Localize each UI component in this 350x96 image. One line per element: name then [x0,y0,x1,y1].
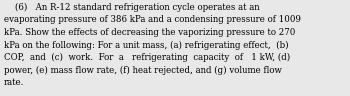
Text: rate.: rate. [4,78,25,87]
Text: kPa on the following: For a unit mass, (a) refrigerating effect,  (b): kPa on the following: For a unit mass, (… [4,41,289,50]
Text: (6)   An R-12 standard refrigeration cycle operates at an: (6) An R-12 standard refrigeration cycle… [4,3,260,12]
Text: kPa. Show the effects of decreasing the vaporizing pressure to 270: kPa. Show the effects of decreasing the … [4,28,295,37]
Text: evaporating pressure of 386 kPa and a condensing pressure of 1009: evaporating pressure of 386 kPa and a co… [4,15,301,24]
Text: power, (e) mass flow rate, (f) heat rejected, and (g) volume flow: power, (e) mass flow rate, (f) heat reje… [4,66,282,75]
Text: COP,  and  (c)  work.  For  a   refrigerating  capacity  of   1 kW, (d): COP, and (c) work. For a refrigerating c… [4,53,290,62]
